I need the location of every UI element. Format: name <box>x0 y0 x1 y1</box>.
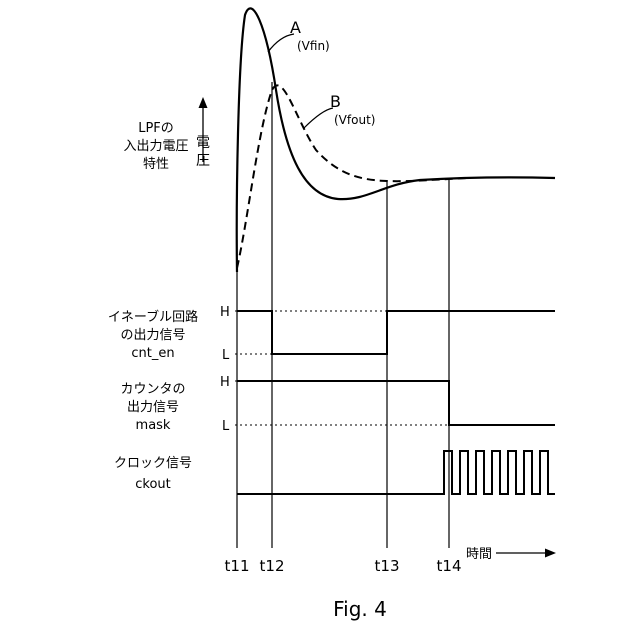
time-axis: t11 t12 t13 t14 時間 <box>225 547 556 575</box>
mask-name-line-1: カウンタの <box>120 382 185 397</box>
vertical-axis-char-1: 電 <box>196 135 210 151</box>
curve-b-label: B <box>330 92 341 111</box>
cnt-en-name-line-1: イネーブル回路 <box>108 309 198 325</box>
cnt-en-name-line-2: の出力信号 <box>120 328 185 343</box>
graph-name-line-2: 入出力電圧 <box>123 139 188 154</box>
ckout-waveform <box>237 451 555 494</box>
time-tick-t14: t14 <box>437 557 462 575</box>
graph-name-line-3: 特性 <box>143 157 169 172</box>
graph-name-line-1: LPFの <box>138 121 174 136</box>
cnt-en-high-level: H <box>220 305 230 320</box>
ckout-name-line-1: クロック信号 <box>114 456 192 471</box>
curve-a-vfin <box>237 8 555 272</box>
time-tick-t11: t11 <box>225 557 250 575</box>
mask-name-line-3: mask <box>136 418 171 433</box>
curve-b-sublabel: (Vfout) <box>334 113 375 127</box>
signal-cnt-en: イネーブル回路 の出力信号 cnt_en H L <box>108 305 555 363</box>
time-axis-arrow-icon <box>496 549 556 558</box>
time-tick-t12: t12 <box>260 557 285 575</box>
mask-waveform <box>237 381 555 425</box>
mask-name-line-2: 出力信号 <box>127 400 179 415</box>
signal-mask: カウンタの 出力信号 mask H L <box>120 375 555 434</box>
cnt-en-name-line-3: cnt_en <box>131 346 174 361</box>
lpf-graph: LPFの 入出力電圧 特性 電 圧 A (Vfin) B (Vfout) <box>123 8 555 272</box>
curve-b-leader <box>304 108 333 128</box>
cnt-en-low-level: L <box>222 348 230 363</box>
time-marker-lines <box>237 82 449 548</box>
ckout-name-line-2: ckout <box>135 477 171 492</box>
curve-a-label: A <box>290 18 301 37</box>
curve-a-sublabel: (Vfin) <box>297 39 330 53</box>
signal-ckout: クロック信号 ckout <box>114 451 555 494</box>
cnt-en-waveform <box>237 311 555 354</box>
figure-caption: Fig. 4 <box>333 597 387 621</box>
vertical-axis-char-2: 圧 <box>196 153 210 169</box>
time-tick-t13: t13 <box>375 557 400 575</box>
mask-high-level: H <box>220 375 230 390</box>
mask-low-level: L <box>222 419 230 434</box>
time-axis-label: 時間 <box>466 547 492 562</box>
